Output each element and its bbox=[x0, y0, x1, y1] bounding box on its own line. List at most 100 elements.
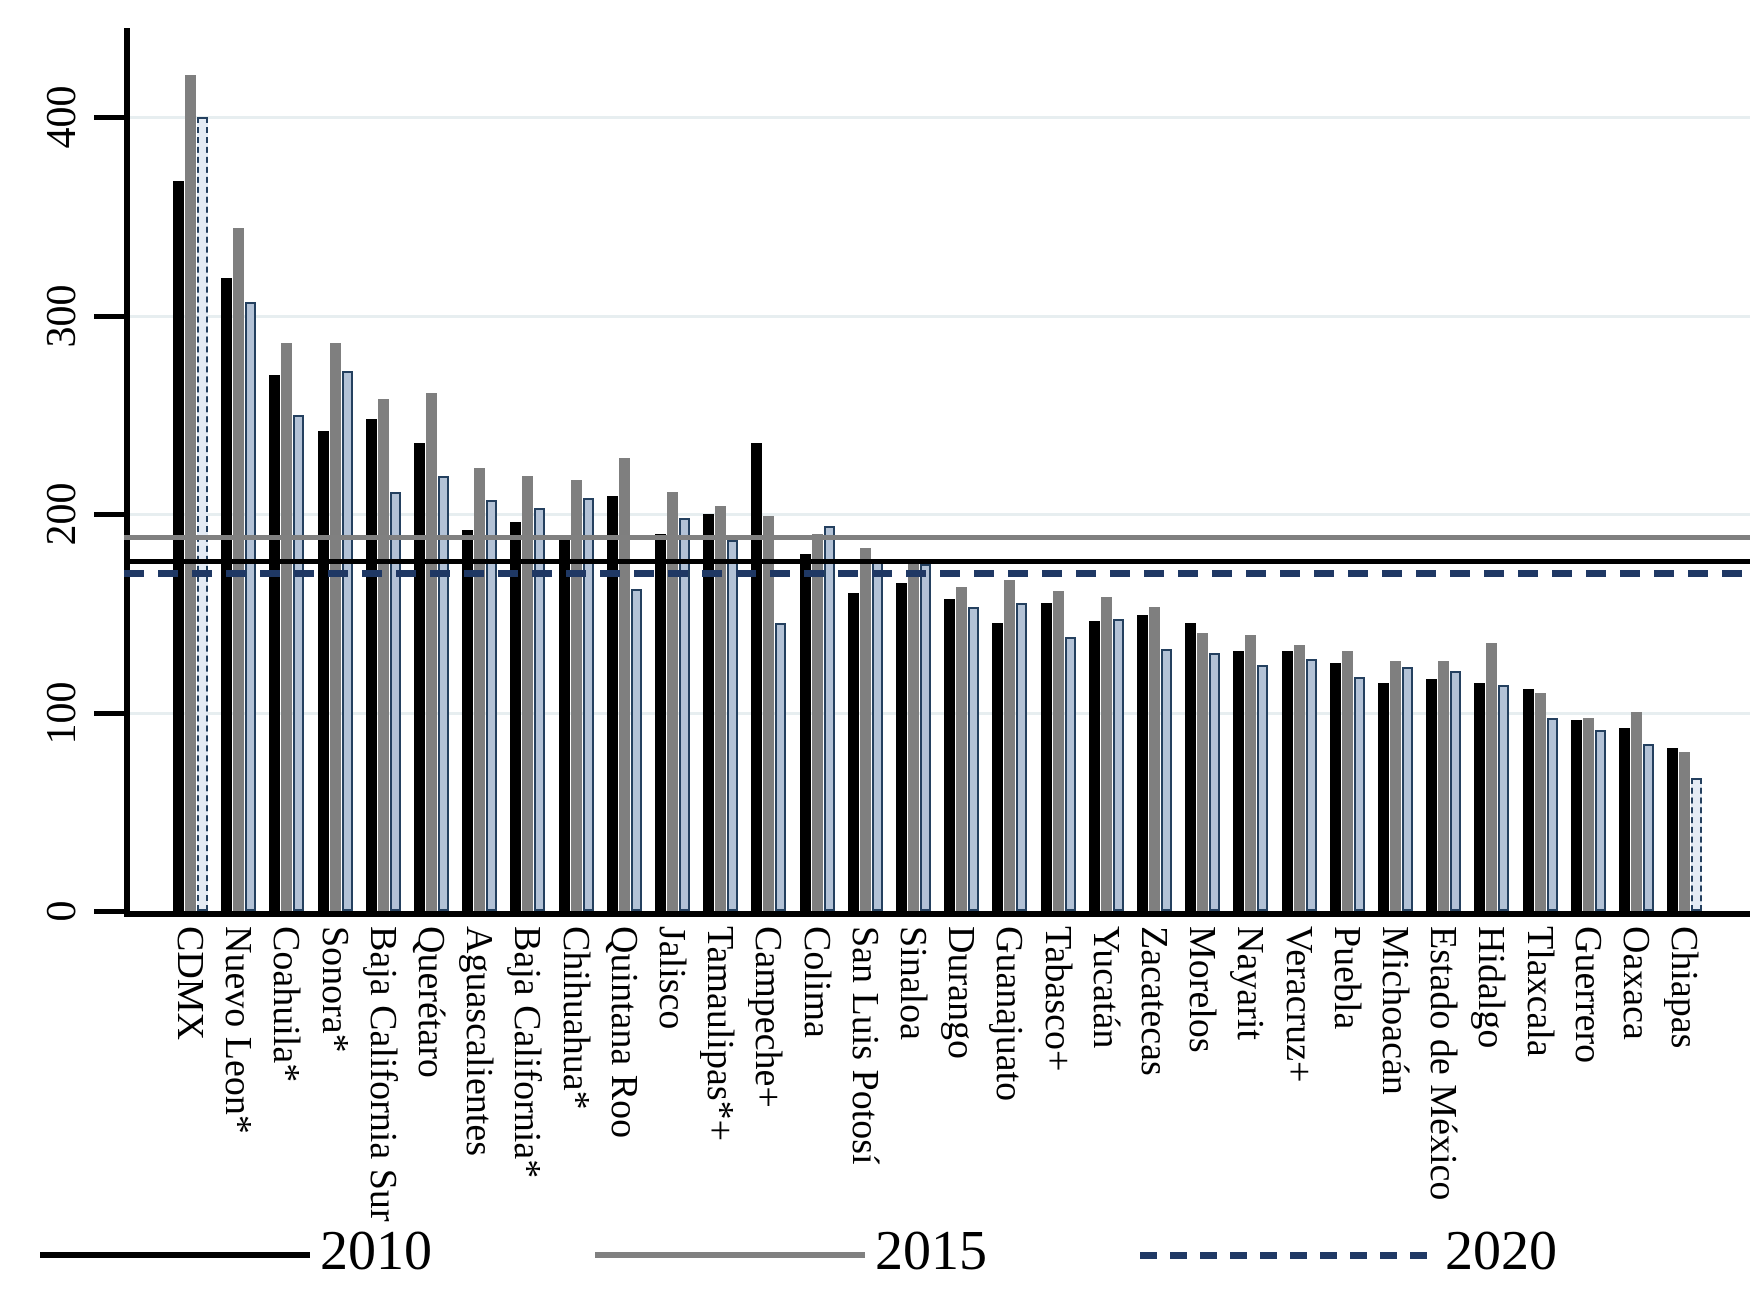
x-label-Querétaro: Querétaro bbox=[410, 926, 452, 1078]
bar-2010-Colima bbox=[800, 554, 811, 911]
bar-2015-Baja California Sur bbox=[378, 399, 389, 911]
bar-2010-Chiapas bbox=[1667, 748, 1678, 911]
bar-2015-San Luis Potosí bbox=[860, 548, 871, 911]
x-label-Oaxaca: Oaxaca bbox=[1615, 926, 1657, 1040]
x-label-Veracruz+: Veracruz+ bbox=[1278, 926, 1320, 1083]
bar-2015-Colima bbox=[812, 534, 823, 911]
bar-2020-Guerrero bbox=[1595, 730, 1606, 911]
gridline-200 bbox=[124, 513, 1750, 516]
bar-2020-Aguascalientes bbox=[486, 500, 497, 911]
bar-2020-Oaxaca bbox=[1643, 744, 1654, 911]
x-label-Sonora*: Sonora* bbox=[314, 926, 356, 1053]
x-label-Guerrero: Guerrero bbox=[1567, 926, 1609, 1064]
legend-label-2020: 2020 bbox=[1445, 1220, 1557, 1282]
bar-2020-Nuevo Leon* bbox=[245, 302, 256, 911]
bar-2015-Aguascalientes bbox=[474, 468, 485, 911]
x-label-Colima: Colima bbox=[796, 926, 838, 1038]
bar-2015-Chiapas bbox=[1679, 752, 1690, 911]
bar-2020-Chiapas bbox=[1691, 778, 1702, 911]
bar-2010-Tamaulipas*+ bbox=[703, 514, 714, 911]
x-label-Tamaulipas*+: Tamaulipas*+ bbox=[699, 926, 741, 1142]
bar-2015-Puebla bbox=[1342, 651, 1353, 911]
bar-2020-Jalisco bbox=[679, 518, 690, 911]
y-axis-line bbox=[124, 28, 130, 917]
bar-2020-CDMX bbox=[197, 117, 208, 911]
bar-2010-Sonora* bbox=[318, 431, 329, 911]
bar-2020-Baja California Sur bbox=[390, 492, 401, 911]
bar-2010-Aguascalientes bbox=[462, 530, 473, 911]
bar-2010-Campeche+ bbox=[751, 443, 762, 911]
x-label-Puebla: Puebla bbox=[1326, 926, 1368, 1030]
reference-line-2020 bbox=[124, 570, 1750, 577]
bar-2020-Michoacán bbox=[1402, 667, 1413, 911]
bar-2020-Morelos bbox=[1209, 653, 1220, 911]
x-label-Estado de México: Estado de México bbox=[1422, 926, 1464, 1201]
bar-2010-Coahuila* bbox=[269, 375, 280, 911]
bar-2010-Puebla bbox=[1330, 663, 1341, 911]
bar-2015-Oaxaca bbox=[1631, 712, 1642, 911]
gridline-100 bbox=[124, 711, 1750, 715]
bar-2020-Quintana Roo bbox=[631, 589, 642, 911]
bar-2015-Nayarit bbox=[1245, 635, 1256, 911]
x-label-Chiapas: Chiapas bbox=[1663, 926, 1705, 1049]
bar-2010-Michoacán bbox=[1378, 683, 1389, 911]
bar-2020-Guanajuato bbox=[1016, 603, 1027, 911]
bar-2010-Querétaro bbox=[414, 443, 425, 911]
y-tick-0 bbox=[94, 909, 124, 914]
bar-2015-Morelos bbox=[1197, 633, 1208, 911]
x-label-Chihuahua*: Chihuahua* bbox=[555, 926, 597, 1110]
bar-2015-Campeche+ bbox=[763, 516, 774, 911]
bar-2020-Campeche+ bbox=[775, 623, 786, 911]
reference-line-2015 bbox=[124, 535, 1750, 540]
bar-2015-Coahuila* bbox=[281, 343, 292, 911]
legend-2015-line-swatch bbox=[595, 1252, 865, 1258]
bar-2020-Chihuahua* bbox=[583, 498, 594, 911]
bar-2010-Guanajuato bbox=[992, 623, 1003, 911]
bar-2020-Tlaxcala bbox=[1547, 718, 1558, 911]
y-tick-400 bbox=[94, 115, 124, 120]
bar-2020-Sinaloa bbox=[920, 564, 931, 911]
x-label-Guanajuato: Guanajuato bbox=[988, 926, 1030, 1102]
bar-2020-Tamaulipas*+ bbox=[727, 540, 738, 911]
x-label-Hidalgo: Hidalgo bbox=[1470, 926, 1512, 1049]
bar-2020-Coahuila* bbox=[293, 415, 304, 911]
y-tick-label-200: 200 bbox=[39, 482, 85, 546]
x-label-Michoacán: Michoacán bbox=[1374, 926, 1416, 1095]
bar-2015-Sonora* bbox=[330, 343, 341, 911]
bar-2015-Yucatán bbox=[1101, 597, 1112, 911]
bar-2020-Sonora* bbox=[342, 371, 353, 911]
x-label-Jalisco: Jalisco bbox=[651, 926, 693, 1030]
bar-2010-Guerrero bbox=[1571, 720, 1582, 911]
x-label-Baja California Sur: Baja California Sur bbox=[362, 926, 404, 1222]
y-tick-label-400: 400 bbox=[39, 85, 85, 149]
bar-2010-Yucatán bbox=[1089, 621, 1100, 911]
bar-2010-Baja California Sur bbox=[366, 419, 377, 911]
x-label-Tabasco+: Tabasco+ bbox=[1037, 926, 1079, 1072]
bar-2015-Guanajuato bbox=[1004, 580, 1015, 911]
bar-2010-Veracruz+ bbox=[1282, 651, 1293, 911]
x-label-Morelos: Morelos bbox=[1181, 926, 1223, 1053]
bar-2010-Nuevo Leon* bbox=[221, 278, 232, 911]
bar-2020-Querétaro bbox=[438, 476, 449, 911]
x-label-Coahuila*: Coahuila* bbox=[265, 926, 307, 1083]
x-label-Campeche+: Campeche+ bbox=[747, 926, 789, 1108]
bar-2015-Zacatecas bbox=[1149, 607, 1160, 911]
bar-2010-San Luis Potosí bbox=[848, 593, 859, 911]
legend-2010-line-swatch bbox=[40, 1252, 310, 1258]
y-tick-label-0: 0 bbox=[39, 900, 85, 922]
bar-2015-Sinaloa bbox=[908, 564, 919, 911]
legend-label-2015: 2015 bbox=[875, 1220, 987, 1282]
bar-2010-Zacatecas bbox=[1137, 615, 1148, 911]
x-label-San Luis Potosí: San Luis Potosí bbox=[844, 926, 886, 1165]
x-label-Baja California*: Baja California* bbox=[506, 926, 548, 1179]
bar-2010-Baja California* bbox=[510, 522, 521, 911]
x-label-Zacatecas: Zacatecas bbox=[1133, 926, 1175, 1076]
bar-2020-Veracruz+ bbox=[1306, 659, 1317, 911]
bar-2020-Colima bbox=[824, 526, 835, 911]
gridline-300 bbox=[124, 314, 1750, 318]
x-label-Tlaxcala: Tlaxcala bbox=[1519, 926, 1561, 1057]
bar-2015-Nuevo Leon* bbox=[233, 228, 244, 911]
bar-2010-Sinaloa bbox=[896, 583, 907, 911]
bar-2020-Estado de México bbox=[1450, 671, 1461, 911]
bar-2015-Durango bbox=[956, 587, 967, 911]
